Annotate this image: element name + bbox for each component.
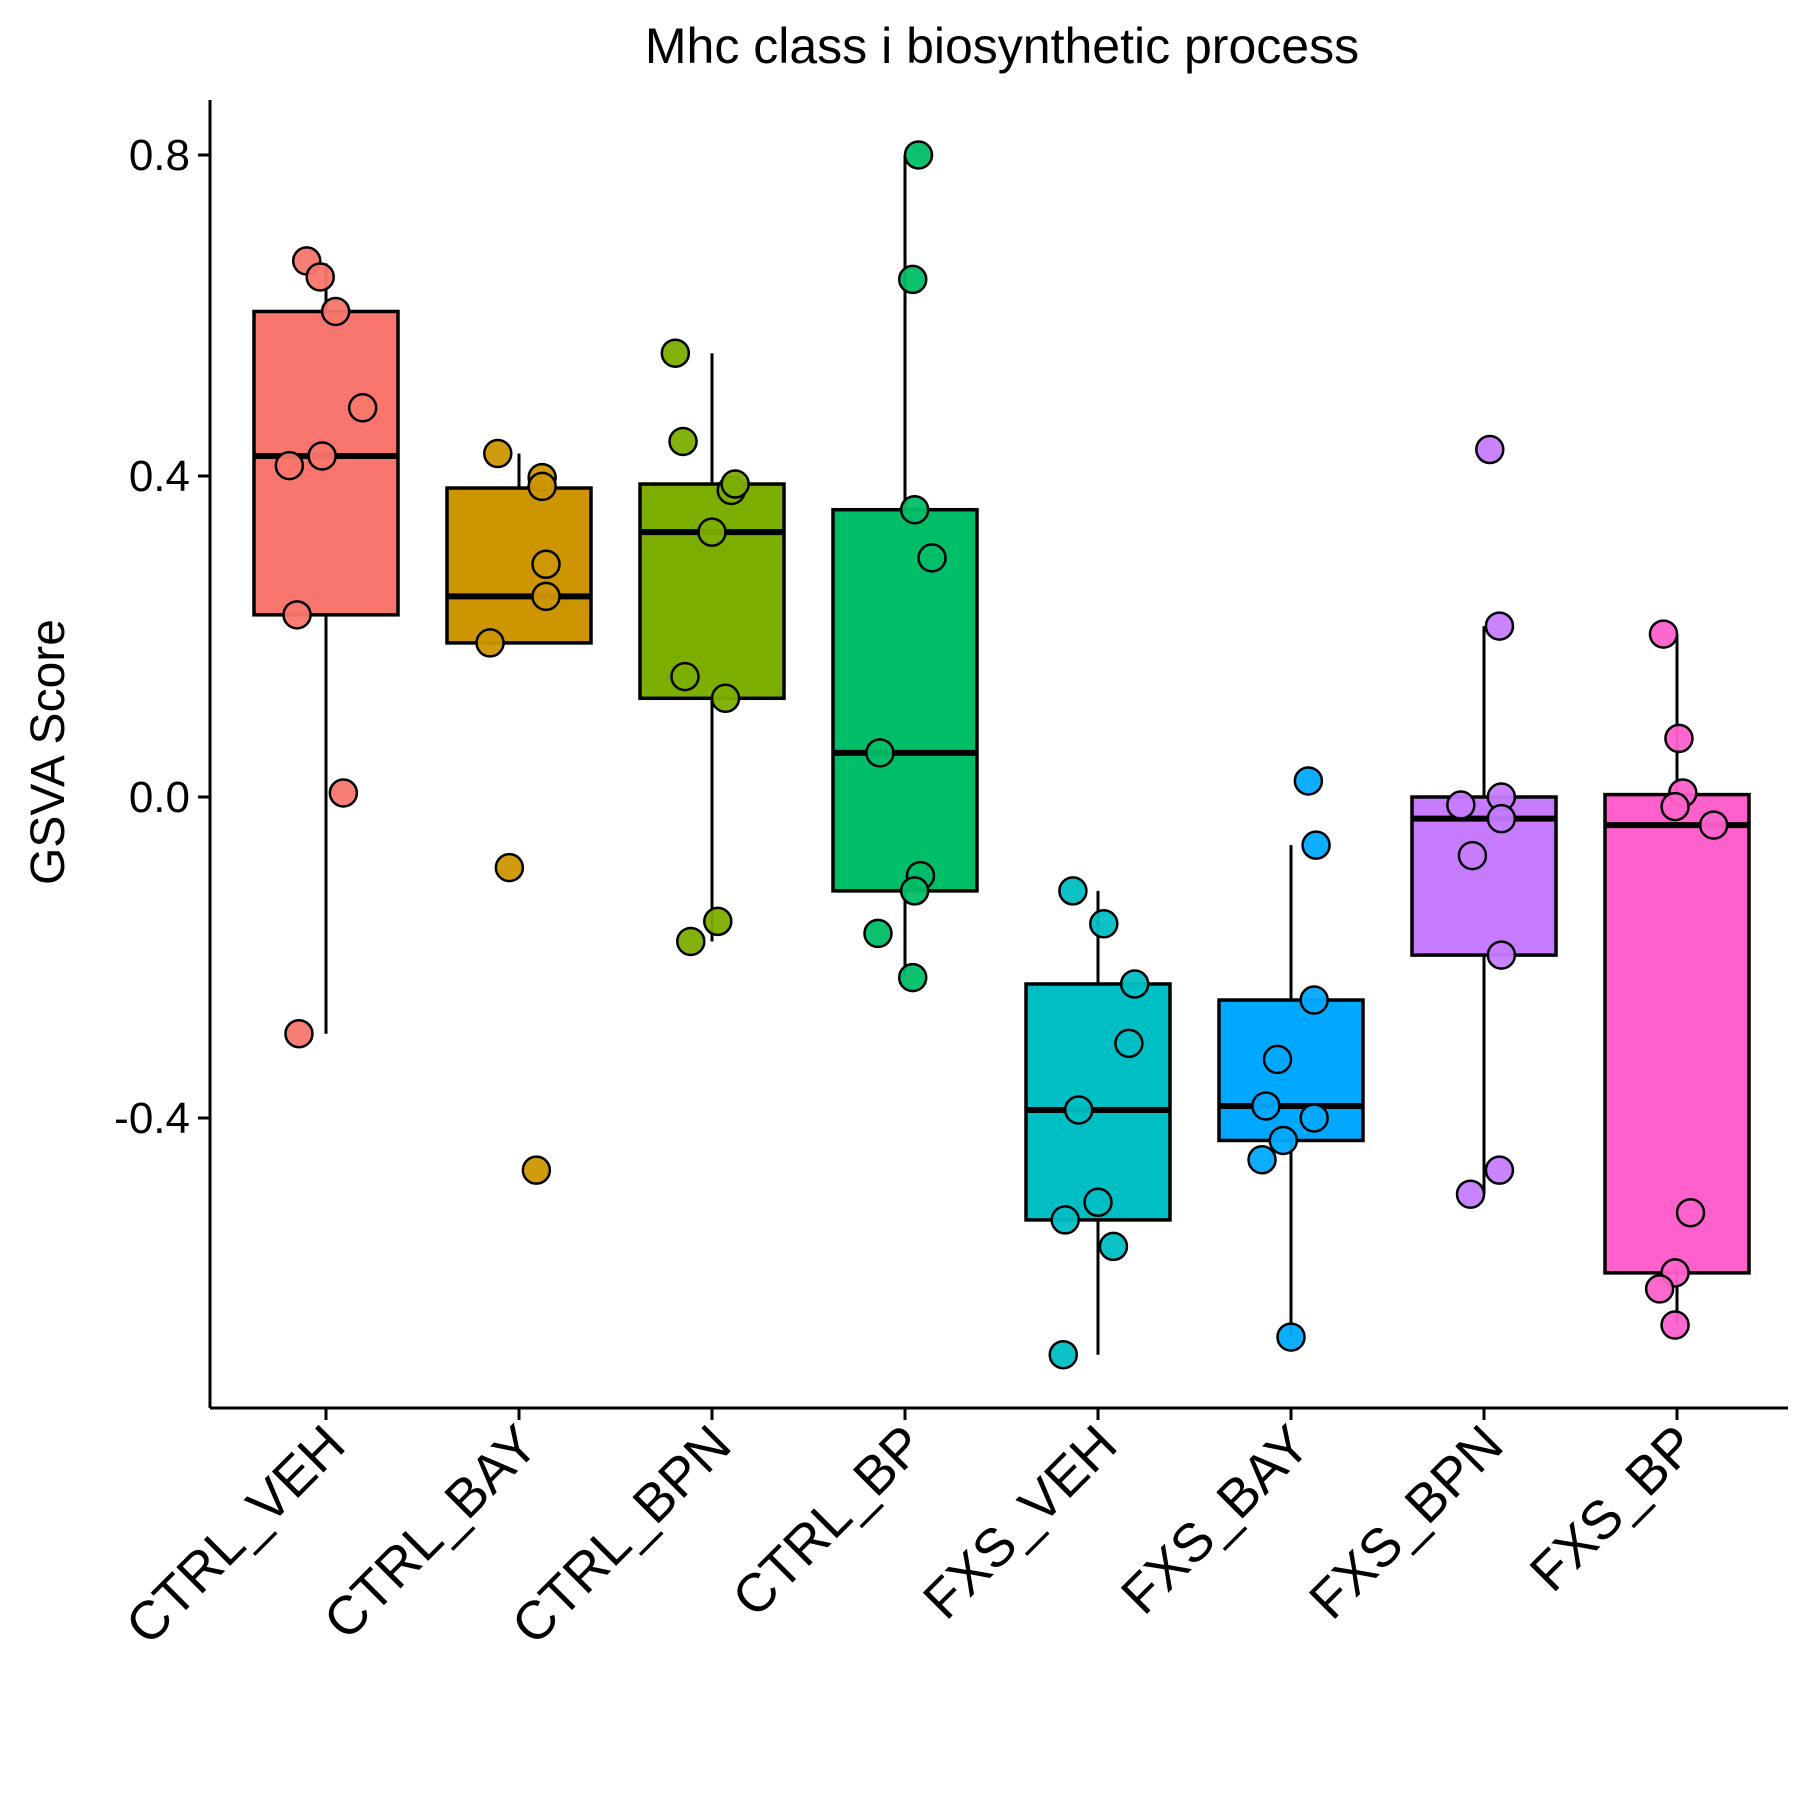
data-point (1455, 1179, 1486, 1209)
data-point (1648, 619, 1679, 649)
data-point (483, 438, 513, 469)
data-point (676, 926, 706, 957)
data-point (305, 262, 335, 292)
box-ctrl-bp (831, 507, 979, 893)
data-point (475, 628, 505, 658)
data-point (1089, 909, 1119, 939)
data-point (1251, 1091, 1281, 1121)
data-point (1058, 876, 1088, 906)
x-tick-label: FXS_BP (1519, 1414, 1708, 1603)
data-point (1098, 1231, 1129, 1262)
data-point (1486, 940, 1517, 970)
box-fxs-bp (1603, 792, 1751, 1275)
data-point (494, 852, 525, 883)
data-point (274, 450, 305, 481)
data-point (1664, 723, 1694, 754)
data-point (1299, 1103, 1329, 1133)
x-tick-label: FXS_VEH (912, 1414, 1128, 1630)
data-point (282, 600, 312, 630)
y-tick-label: -0.4 (114, 1094, 190, 1143)
data-point (897, 264, 928, 295)
data-point (1301, 830, 1331, 860)
x-tick-label: CTRL_VEH (115, 1414, 357, 1656)
x-tick-label: FXS_BAY (1110, 1414, 1322, 1626)
data-point (697, 517, 727, 547)
box-fxs-bay (1217, 998, 1365, 1143)
data-point (1293, 766, 1324, 796)
data-point (917, 543, 947, 573)
data-point (1484, 611, 1515, 641)
data-point (1660, 791, 1690, 822)
data-point (1048, 1339, 1079, 1370)
x-tick-label: CTRL_BP (721, 1414, 935, 1628)
box-ctrl-bay (445, 486, 593, 645)
box-fxs-veh (1024, 982, 1172, 1222)
data-point (1484, 1155, 1515, 1185)
data-point (1446, 790, 1476, 820)
data-point (703, 906, 733, 937)
data-point (899, 494, 930, 525)
data-point (670, 661, 700, 692)
data-point (1457, 840, 1488, 871)
data-point (668, 426, 698, 457)
y-tick-label: 0.0 (129, 773, 190, 822)
box-ctrl-bpn (638, 482, 786, 701)
data-point (347, 393, 378, 423)
data-point (1486, 803, 1517, 834)
data-point (1660, 1310, 1690, 1340)
data-point (863, 918, 893, 949)
data-point (1050, 1205, 1080, 1235)
data-point (1675, 1197, 1706, 1228)
box-fxs-bpn (1410, 795, 1558, 957)
data-point (660, 338, 691, 368)
data-point (307, 441, 337, 471)
data-point (1268, 1125, 1299, 1156)
data-point (1276, 1322, 1306, 1352)
data-point (1114, 1028, 1144, 1059)
data-point (527, 471, 557, 502)
data-point (521, 1155, 552, 1185)
data-point (328, 778, 359, 808)
y-tick-label: 0.8 (129, 131, 190, 180)
data-point (897, 962, 928, 993)
data-point (284, 1018, 314, 1049)
chart-title: Mhc class i biosynthetic process (645, 18, 1359, 74)
data-point (899, 876, 930, 906)
data-point (710, 683, 741, 714)
data-point (1299, 985, 1329, 1015)
data-point (1262, 1044, 1293, 1075)
data-point (865, 738, 895, 768)
data-point (531, 549, 561, 580)
y-axis-title: GSVA Score (22, 619, 75, 885)
y-tick-label: 0.4 (129, 452, 190, 501)
data-point (1247, 1144, 1277, 1175)
data-point (1063, 1095, 1094, 1125)
data-point (1475, 434, 1505, 465)
plot-area (252, 140, 1751, 1370)
data-point (1644, 1274, 1675, 1304)
data-point (903, 140, 934, 170)
data-point (531, 581, 561, 612)
x-tick-label: FXS_BPN (1298, 1414, 1514, 1630)
data-point (720, 469, 750, 499)
data-point (320, 296, 351, 327)
data-point (1083, 1187, 1113, 1218)
data-point (1698, 810, 1729, 840)
data-point (1119, 969, 1150, 999)
